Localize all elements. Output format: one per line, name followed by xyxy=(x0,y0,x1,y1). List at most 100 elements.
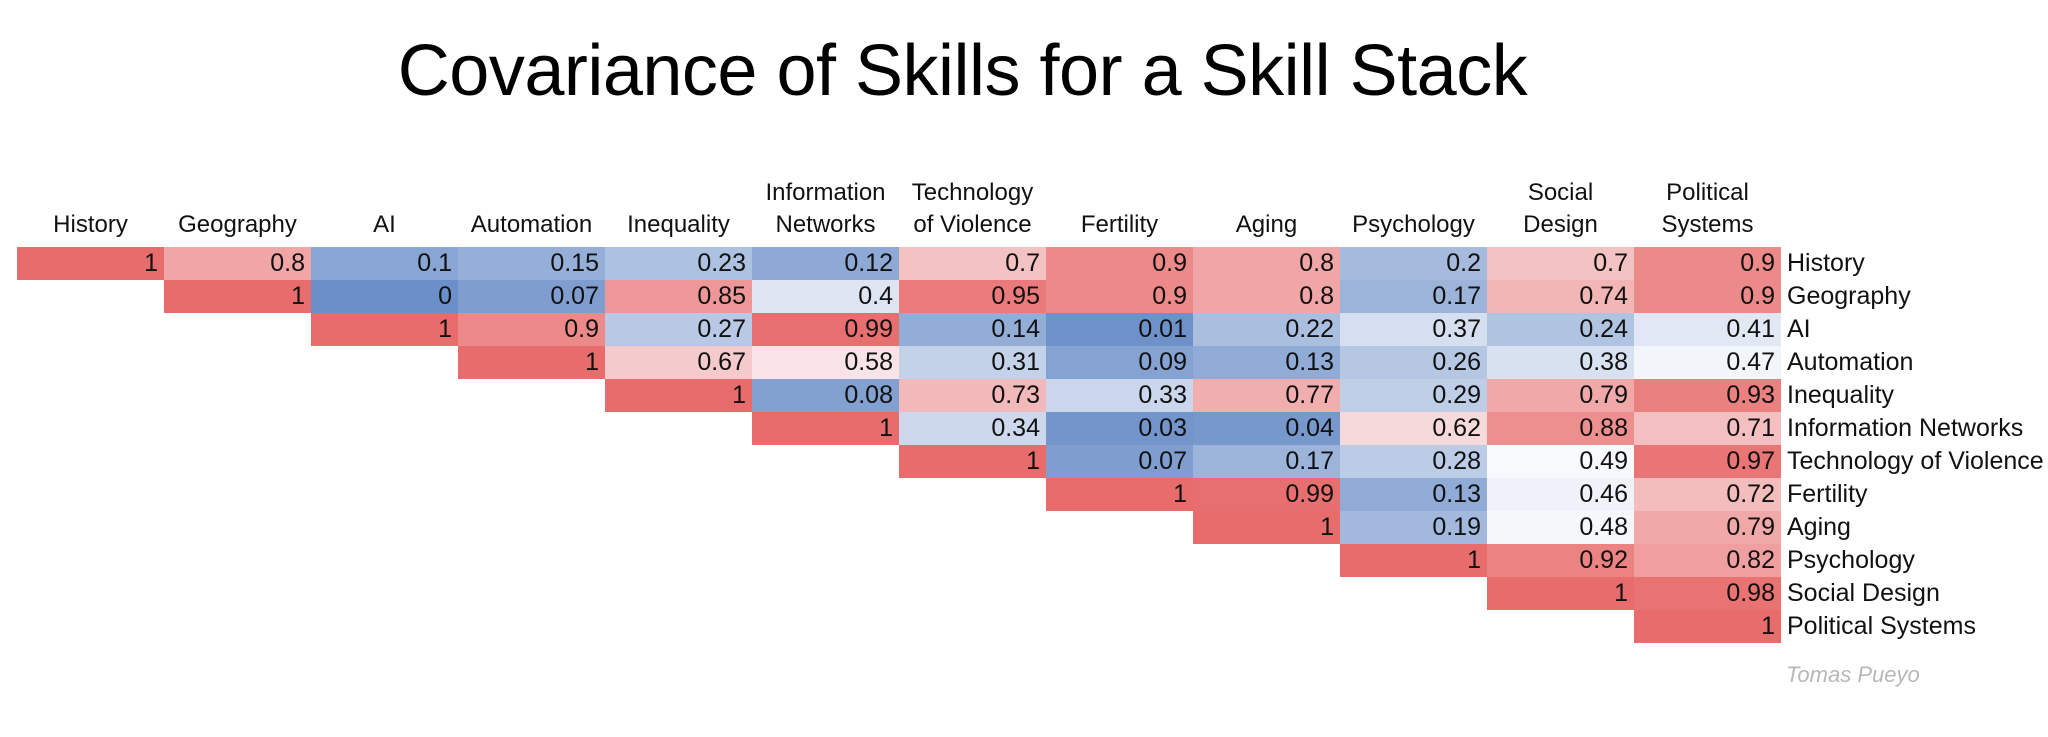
heatmap-cell: 0.9 xyxy=(458,313,605,346)
heatmap-cell: 0.79 xyxy=(1487,379,1634,412)
row-label: Psychology xyxy=(1787,546,1915,574)
heatmap-cell: 0.77 xyxy=(1193,379,1340,412)
heatmap-cell: 0.12 xyxy=(752,247,899,280)
heatmap-cell: 1 xyxy=(1046,478,1193,511)
heatmap-cell: 0.33 xyxy=(1046,379,1193,412)
heatmap-cell: 0.8 xyxy=(1193,280,1340,313)
heatmap-cell: 0.7 xyxy=(1487,247,1634,280)
heatmap-cell: 0.72 xyxy=(1634,478,1781,511)
row-label: Inequality xyxy=(1787,381,1895,409)
heatmap-cell: 0.34 xyxy=(899,412,1046,445)
heatmap-cell: 0.08 xyxy=(752,379,899,412)
heatmap-cell: 0.1 xyxy=(311,247,458,280)
heatmap-cell: 0.95 xyxy=(899,280,1046,313)
heatmap-cell: 1 xyxy=(1340,544,1487,577)
column-label: Geography xyxy=(178,211,297,238)
heatmap-cell: 0.07 xyxy=(1046,445,1193,478)
heatmap-cell: 0.8 xyxy=(164,247,311,280)
row-label: Information Networks xyxy=(1787,414,2024,442)
heatmap-cell: 0.14 xyxy=(899,313,1046,346)
heatmap-cell: 0.27 xyxy=(605,313,752,346)
heatmap-cell: 0.03 xyxy=(1046,412,1193,445)
heatmap-cell: 0.41 xyxy=(1634,313,1781,346)
row-label: AI xyxy=(1787,315,1811,343)
author-credit: Tomas Pueyo xyxy=(1786,662,1920,687)
heatmap-cell: 0.71 xyxy=(1634,412,1781,445)
heatmap-cell: 0.85 xyxy=(605,280,752,313)
heatmap-cell: 0.62 xyxy=(1340,412,1487,445)
heatmap-cell: 0.9 xyxy=(1634,247,1781,280)
heatmap-cell: 0.82 xyxy=(1634,544,1781,577)
heatmap-cell: 0.4 xyxy=(752,280,899,313)
heatmap-cell: 1 xyxy=(1634,610,1781,643)
heatmap-cell: 0.79 xyxy=(1634,511,1781,544)
heatmap-cell: 0.48 xyxy=(1487,511,1634,544)
heatmap-cell: 0.23 xyxy=(605,247,752,280)
column-label: AI xyxy=(373,211,396,238)
column-label: Political Systems xyxy=(1661,179,1754,238)
heatmap-cell: 0.8 xyxy=(1193,247,1340,280)
heatmap-cell: 1 xyxy=(1487,577,1634,610)
heatmap-cell: 0.37 xyxy=(1340,313,1487,346)
heatmap-cell: 1 xyxy=(899,445,1046,478)
heatmap-cell: 0.9 xyxy=(1046,247,1193,280)
column-label: Fertility xyxy=(1080,211,1159,238)
heatmap-cell: 0.97 xyxy=(1634,445,1781,478)
column-label: History xyxy=(53,211,128,238)
heatmap-cell: 0.22 xyxy=(1193,313,1340,346)
column-label: Psychology xyxy=(1352,211,1475,238)
row-label: Social Design xyxy=(1787,579,1940,607)
heatmap-cell: 0.13 xyxy=(1340,478,1487,511)
heatmap-cell: 0.01 xyxy=(1046,313,1193,346)
heatmap-cell: 1 xyxy=(17,247,164,280)
column-label: Aging xyxy=(1235,211,1298,238)
heatmap-cell: 0.2 xyxy=(1340,247,1487,280)
heatmap-cell: 0.98 xyxy=(1634,577,1781,610)
heatmap-cell: 0.9 xyxy=(1046,280,1193,313)
row-label: Technology of Violence xyxy=(1787,447,2044,475)
heatmap-cell: 0.38 xyxy=(1487,346,1634,379)
heatmap-cell: 0.17 xyxy=(1193,445,1340,478)
heatmap-cell: 0 xyxy=(311,280,458,313)
heatmap-cell: 0.93 xyxy=(1634,379,1781,412)
column-label: Information Networks xyxy=(765,179,886,238)
heatmap-cell: 0.67 xyxy=(605,346,752,379)
heatmap-cell: 0.07 xyxy=(458,280,605,313)
heatmap-cell: 0.47 xyxy=(1634,346,1781,379)
heatmap-cell: 1 xyxy=(1193,511,1340,544)
chart-title: Covariance of Skills for a Skill Stack xyxy=(397,31,1528,111)
heatmap-cell: 0.88 xyxy=(1487,412,1634,445)
heatmap-cell: 1 xyxy=(752,412,899,445)
heatmap-cell: 0.49 xyxy=(1487,445,1634,478)
heatmap-cell: 1 xyxy=(164,280,311,313)
column-label: Automation xyxy=(470,211,593,238)
heatmap-cell: 0.9 xyxy=(1634,280,1781,313)
heatmap-cell: 1 xyxy=(458,346,605,379)
row-label: Aging xyxy=(1787,513,1851,541)
row-label: Geography xyxy=(1787,282,1911,310)
heatmap-cell: 1 xyxy=(605,379,752,412)
row-label: Political Systems xyxy=(1787,612,1976,640)
heatmap-cell: 0.7 xyxy=(899,247,1046,280)
heatmap-cell: 0.26 xyxy=(1340,346,1487,379)
heatmap-cell: 0.15 xyxy=(458,247,605,280)
heatmap-cell: 0.24 xyxy=(1487,313,1634,346)
heatmap-cell: 0.28 xyxy=(1340,445,1487,478)
heatmap-cell: 0.04 xyxy=(1193,412,1340,445)
heatmap-cell: 0.92 xyxy=(1487,544,1634,577)
heatmap-cell: 0.13 xyxy=(1193,346,1340,379)
column-label: Social Design xyxy=(1523,179,1598,238)
heatmap-cell: 0.99 xyxy=(752,313,899,346)
row-label: Automation xyxy=(1787,348,1914,376)
column-label: Inequality xyxy=(627,211,730,238)
heatmap-cell: 0.46 xyxy=(1487,478,1634,511)
heatmap-cell: 0.19 xyxy=(1340,511,1487,544)
row-label: Fertility xyxy=(1787,480,1868,508)
column-label: Technology of Violence xyxy=(911,179,1034,238)
heatmap-cell: 0.99 xyxy=(1193,478,1340,511)
heatmap-cell: 0.58 xyxy=(752,346,899,379)
heatmap-cell: 0.29 xyxy=(1340,379,1487,412)
heatmap-cell: 1 xyxy=(311,313,458,346)
heatmap-cell: 0.74 xyxy=(1487,280,1634,313)
heatmap-cell: 0.09 xyxy=(1046,346,1193,379)
